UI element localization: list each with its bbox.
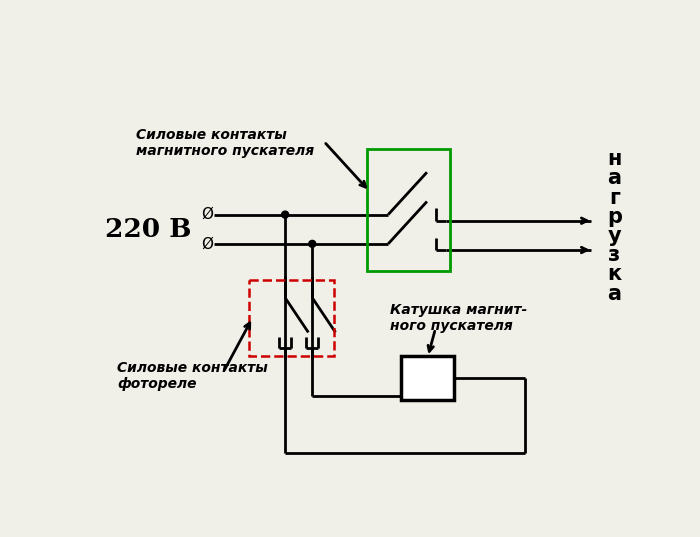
Text: Ø: Ø bbox=[202, 236, 214, 251]
Circle shape bbox=[309, 241, 316, 248]
Text: н
а
г
р
у
з
к
а: н а г р у з к а bbox=[607, 149, 622, 303]
Text: Силовые контакты
фотореле: Силовые контакты фотореле bbox=[117, 361, 267, 391]
Bar bbox=[367, 149, 450, 271]
Text: Катушка магнит-
ного пускателя: Катушка магнит- ного пускателя bbox=[390, 303, 527, 333]
Text: Силовые контакты
магнитного пускателя: Силовые контакты магнитного пускателя bbox=[136, 128, 314, 158]
Circle shape bbox=[281, 211, 288, 218]
Text: 220 В: 220 В bbox=[104, 217, 191, 242]
Bar bbox=[401, 355, 454, 400]
Bar bbox=[248, 280, 334, 355]
Text: Ø: Ø bbox=[202, 207, 214, 222]
